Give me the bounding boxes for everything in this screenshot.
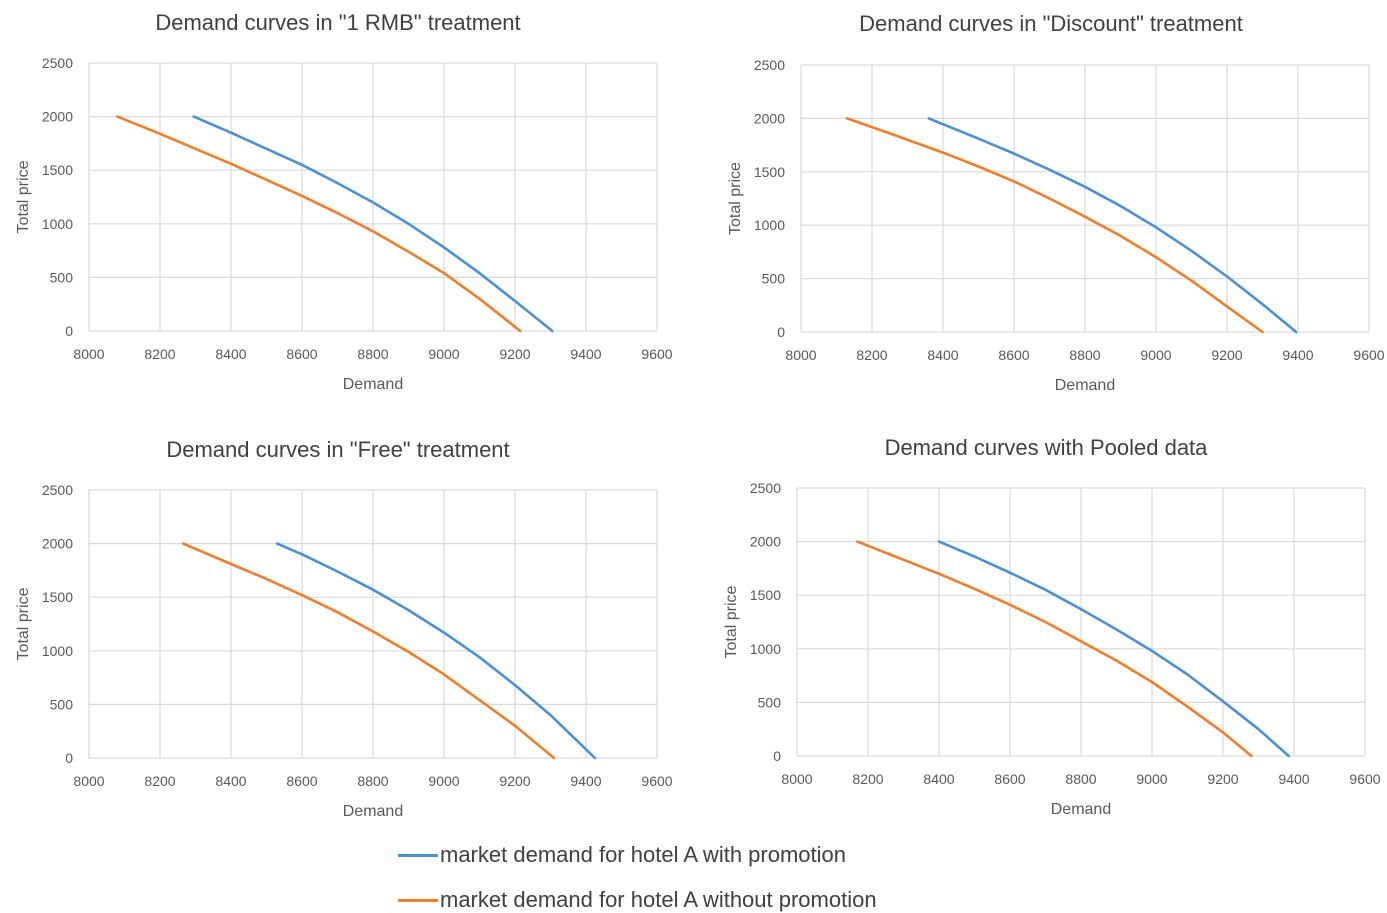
x-tick-label: 9200 bbox=[1211, 347, 1242, 363]
x-axis-label: Demand bbox=[343, 376, 403, 393]
series-line-with-promotion bbox=[275, 542, 597, 760]
y-tick-label: 2500 bbox=[42, 55, 73, 71]
x-axis-label: Demand bbox=[1055, 377, 1115, 394]
series-line-without-promotion bbox=[181, 542, 556, 760]
x-tick-label: 9600 bbox=[1349, 771, 1380, 787]
x-tick-label: 9600 bbox=[641, 346, 672, 362]
x-tick-label: 8200 bbox=[852, 771, 883, 787]
legend-swatch-without-promotion bbox=[398, 898, 438, 902]
x-tick-label: 8200 bbox=[144, 773, 175, 789]
y-tick-label: 1000 bbox=[42, 216, 73, 232]
y-axis-label: Total price bbox=[15, 160, 32, 233]
y-axis-label: Total price bbox=[15, 587, 32, 660]
x-tick-label: 9600 bbox=[1353, 347, 1384, 363]
y-tick-label: 500 bbox=[50, 696, 74, 712]
x-tick-label: 9400 bbox=[1282, 347, 1313, 363]
x-tick-label: 8800 bbox=[357, 773, 388, 789]
x-tick-label: 8800 bbox=[1069, 347, 1100, 363]
x-tick-label: 8400 bbox=[923, 771, 954, 787]
legend-label-with-promotion: market demand for hotel A with promotion bbox=[440, 842, 846, 867]
x-tick-label: 8200 bbox=[856, 347, 887, 363]
y-tick-label: 1500 bbox=[750, 587, 781, 603]
y-tick-label: 1500 bbox=[42, 162, 73, 178]
x-tick-label: 8000 bbox=[73, 346, 104, 362]
x-tick-label: 8600 bbox=[998, 347, 1029, 363]
x-tick-label: 8800 bbox=[357, 346, 388, 362]
x-tick-label: 8600 bbox=[286, 346, 317, 362]
y-tick-label: 500 bbox=[762, 271, 786, 287]
x-tick-label: 9000 bbox=[428, 773, 459, 789]
y-tick-label: 1500 bbox=[42, 589, 73, 605]
x-tick-label: 8000 bbox=[781, 771, 812, 787]
x-tick-label: 8400 bbox=[215, 773, 246, 789]
y-tick-label: 2000 bbox=[42, 109, 73, 125]
x-tick-label: 9000 bbox=[428, 346, 459, 362]
y-tick-label: 2500 bbox=[42, 482, 73, 498]
x-tick-label: 8400 bbox=[215, 346, 246, 362]
series-line-without-promotion bbox=[845, 117, 1264, 334]
x-tick-label: 9400 bbox=[570, 346, 601, 362]
chart-pooled-data: 8000 8200 8400 8600 8800 9000 9200 9400 9600 0 500… bbox=[723, 435, 1381, 818]
series-line-without-promotion bbox=[116, 115, 522, 333]
y-axis-label: Total price bbox=[727, 162, 744, 235]
y-tick-label: 1000 bbox=[750, 641, 781, 657]
x-tick-label: 8400 bbox=[927, 347, 958, 363]
y-tick-label: 500 bbox=[758, 694, 782, 710]
x-tick-label: 9200 bbox=[499, 346, 530, 362]
chart-free-treatment: 8000 8200 8400 8600 8800 9000 9200 9400 9600 0 500… bbox=[15, 437, 673, 820]
x-tick-label: 9400 bbox=[570, 773, 601, 789]
chart-title: Demand curves in "Free" treatment bbox=[166, 437, 509, 462]
y-tick-label: 1000 bbox=[754, 217, 785, 233]
y-tick-label: 2000 bbox=[42, 536, 73, 552]
x-tick-label: 8000 bbox=[785, 347, 816, 363]
y-tick-label: 0 bbox=[773, 748, 781, 764]
chart-title: Demand curves with Pooled data bbox=[885, 435, 1209, 460]
x-tick-label: 9000 bbox=[1136, 771, 1167, 787]
y-tick-label: 2000 bbox=[754, 110, 785, 126]
y-tick-label: 500 bbox=[50, 269, 74, 285]
x-axis-label: Demand bbox=[1051, 801, 1111, 818]
x-tick-label: 9600 bbox=[641, 773, 672, 789]
y-tick-label: 0 bbox=[777, 324, 785, 340]
x-tick-label: 9400 bbox=[1278, 771, 1309, 787]
series-line-with-promotion bbox=[192, 115, 554, 333]
series-line-with-promotion bbox=[927, 117, 1298, 334]
y-tick-label: 1500 bbox=[754, 164, 785, 180]
chart-title: Demand curves in "1 RMB" treatment bbox=[155, 10, 520, 35]
series-line-with-promotion bbox=[937, 540, 1290, 758]
x-tick-label: 9200 bbox=[499, 773, 530, 789]
y-tick-label: 0 bbox=[65, 323, 73, 339]
x-tick-label: 8000 bbox=[73, 773, 104, 789]
y-tick-label: 1000 bbox=[42, 643, 73, 659]
y-tick-label: 2500 bbox=[750, 480, 781, 496]
series-line-without-promotion bbox=[856, 540, 1253, 758]
legend-label-without-promotion: market demand for hotel A without promot… bbox=[440, 887, 877, 912]
y-tick-label: 2500 bbox=[754, 57, 785, 73]
y-tick-label: 2000 bbox=[750, 534, 781, 550]
x-tick-label: 8200 bbox=[144, 346, 175, 362]
legend-swatch-with-promotion bbox=[398, 853, 438, 857]
x-axis-label: Demand bbox=[343, 803, 403, 820]
y-tick-label: 0 bbox=[65, 750, 73, 766]
x-tick-label: 8600 bbox=[286, 773, 317, 789]
x-tick-label: 8800 bbox=[1065, 771, 1096, 787]
chart-1rmb-treatment: 8000 8200 8400 8600 8800 9000 9200 9400 9600 0 500… bbox=[15, 10, 673, 393]
chart-discount-treatment: 8000 8200 8400 8600 8800 9000 9200 9400 9600 0 500… bbox=[727, 11, 1385, 394]
x-tick-label: 8600 bbox=[994, 771, 1025, 787]
legend-entry-without-promotion: market demand for hotel A without promot… bbox=[398, 887, 877, 913]
x-tick-label: 9000 bbox=[1140, 347, 1171, 363]
y-axis-label: Total price bbox=[723, 585, 740, 658]
legend-entry-with-promotion: market demand for hotel A with promotion bbox=[398, 842, 846, 868]
chart-title: Demand curves in "Discount" treatment bbox=[859, 11, 1243, 36]
x-tick-label: 9200 bbox=[1207, 771, 1238, 787]
